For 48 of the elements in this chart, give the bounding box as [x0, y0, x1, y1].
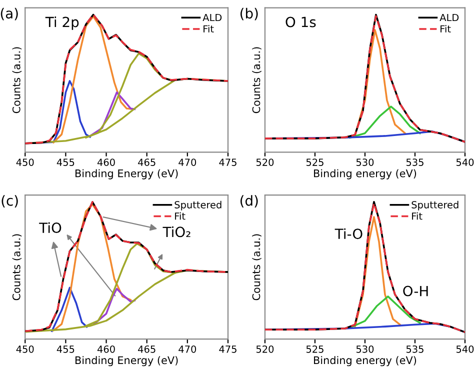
y-axis-title: Counts (a.u.) — [252, 47, 262, 114]
x-tick-label: 530 — [356, 345, 374, 353]
legend-label: ALD — [202, 14, 222, 22]
y-axis-title: Counts (a.u.) — [252, 234, 262, 300]
x-tick-label: 520 — [256, 158, 274, 166]
annotation: TiO₂ — [162, 226, 190, 238]
x-tick-label: 540 — [456, 158, 474, 166]
annotation: TiO — [39, 222, 62, 234]
x-tick-label: 535 — [406, 158, 424, 166]
chart-title: (a) — [0, 8, 18, 20]
x-tick-label: 465 — [138, 345, 156, 353]
x-axis-title: Binding Energy (eV) — [76, 169, 178, 180]
x-tick-label: 475 — [219, 158, 236, 166]
legend-label: Fit — [204, 25, 214, 32]
y-axis-title: Counts (a.u.) — [12, 234, 22, 300]
legend-label: Fit — [175, 212, 186, 220]
x-tick-label: 525 — [306, 345, 324, 353]
annotation: Ti-O — [334, 228, 362, 240]
legend-label: Fit — [440, 25, 451, 32]
annotation: O-H — [403, 286, 428, 296]
x-axis-title: Binding energy (eV) — [314, 356, 416, 366]
x-tick-label: 455 — [56, 158, 74, 166]
x-tick-label: 460 — [97, 158, 115, 166]
chart-title: (d) — [240, 195, 258, 208]
x-tick-label: 475 — [219, 346, 236, 353]
x-tick-label: 455 — [56, 346, 74, 353]
x-tick-label: 450 — [16, 158, 34, 166]
chart-title: (c) — [2, 195, 18, 208]
legend-label: Sputtered — [412, 200, 458, 210]
x-tick-label: 525 — [306, 158, 324, 166]
x-axis-title: Binding Energy (eV) — [76, 356, 178, 366]
x-tick-label: 520 — [256, 345, 274, 353]
x-tick-label: 470 — [178, 345, 196, 353]
chart-title: (b) — [240, 8, 258, 20]
x-tick-label: 460 — [97, 345, 115, 353]
x-tick-label: 530 — [356, 158, 374, 166]
chart-subtitle: O 1s — [286, 16, 316, 28]
x-tick-label: 465 — [138, 158, 156, 166]
legend-label: Sputtered — [174, 200, 222, 210]
legend-label: ALD — [440, 14, 459, 22]
x-tick-label: 470 — [178, 158, 196, 166]
x-tick-label: 450 — [16, 345, 34, 353]
x-tick-label: 540 — [456, 345, 474, 353]
y-axis-title: Counts (a.u.) — [12, 47, 22, 114]
x-axis-title: Binding energy (eV) — [314, 169, 416, 180]
legend-label: Fit — [412, 212, 422, 220]
chart-subtitle: Ti 2p — [45, 16, 79, 30]
x-tick-label: 535 — [406, 345, 424, 353]
